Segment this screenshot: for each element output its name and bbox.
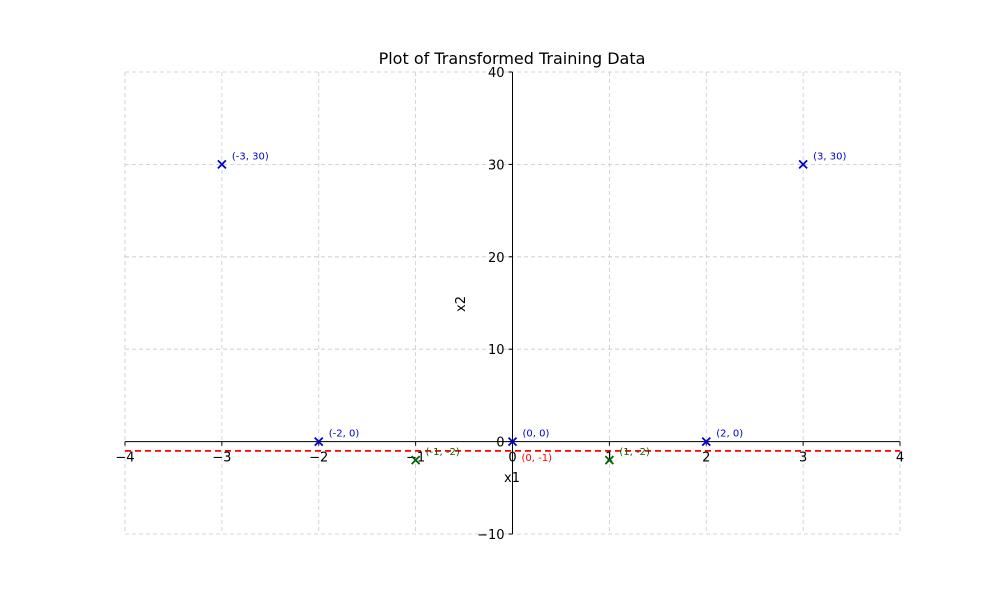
decision-line-label: (0, -1) xyxy=(522,453,553,464)
data-point xyxy=(701,436,711,447)
y-axis-label: x2 xyxy=(454,296,469,312)
x-tick-label: −2 xyxy=(309,451,328,466)
x-tick-label: 2 xyxy=(702,451,710,466)
y-tick-label: 10 xyxy=(488,343,505,358)
data-point-label: (1, -2) xyxy=(619,447,650,458)
decision-line-layer: (0, -1) xyxy=(125,449,900,464)
data-point xyxy=(604,455,615,465)
x-tick-label: −1 xyxy=(406,451,425,466)
x-tick-label: 4 xyxy=(896,451,904,466)
y-tick-label: 40 xyxy=(488,66,505,81)
x-tick-label: −4 xyxy=(115,451,134,466)
x-tick-label: 3 xyxy=(799,451,807,466)
y-tick-label: 0 xyxy=(496,436,504,451)
data-point xyxy=(314,436,324,447)
data-points: (-3, 30) (-2, 0) (0, 0) (2, 0) (3, 30) (-1, -… xyxy=(217,151,846,465)
point-marker-stroke xyxy=(314,436,324,447)
x-axis-label: x1 xyxy=(504,471,520,486)
point-marker-stroke xyxy=(798,159,808,170)
data-point xyxy=(507,436,518,447)
data-point-label: (2, 0) xyxy=(716,429,743,440)
data-point-label: (3, 30) xyxy=(813,151,846,162)
data-point xyxy=(410,455,421,465)
data-point-label: (-3, 30) xyxy=(232,151,269,162)
point-marker-stroke xyxy=(217,159,227,170)
data-point xyxy=(217,159,227,170)
y-tick-label: 30 xyxy=(488,158,505,173)
data-point-label: (-1, -2) xyxy=(426,447,460,458)
data-point-label: (-2, 0) xyxy=(329,429,360,440)
chart-title: Plot of Transformed Training Data xyxy=(379,49,646,68)
data-point-label: (0, 0) xyxy=(523,429,550,440)
y-tick-label: −10 xyxy=(477,528,504,543)
point-marker-stroke xyxy=(701,436,711,447)
point-marker-stroke xyxy=(507,436,518,447)
x-tick-label: 1 xyxy=(605,451,613,466)
point-marker-stroke xyxy=(604,455,615,465)
point-marker-stroke xyxy=(410,455,421,465)
x-tick-label: 0 xyxy=(508,451,516,466)
x-tick-label: −3 xyxy=(212,451,231,466)
data-point xyxy=(798,159,808,170)
y-tick-label: 20 xyxy=(488,251,505,266)
